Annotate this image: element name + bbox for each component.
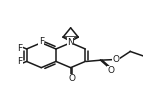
Text: F: F bbox=[39, 37, 44, 46]
Text: N: N bbox=[67, 38, 74, 47]
Text: F: F bbox=[17, 44, 22, 53]
Text: F: F bbox=[17, 57, 22, 66]
Text: O: O bbox=[113, 55, 120, 64]
Text: O: O bbox=[68, 74, 75, 83]
Text: O: O bbox=[107, 66, 114, 75]
